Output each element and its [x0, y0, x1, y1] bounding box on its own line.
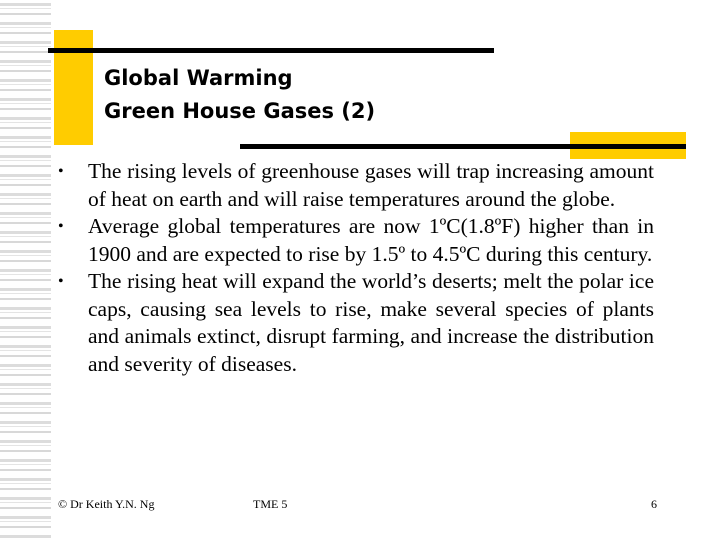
bullet-item: • Average global temperatures are now 1º…: [58, 213, 654, 268]
bullet-text: Average global temperatures are now 1ºC(…: [88, 214, 654, 266]
left-decorative-stripe: [0, 0, 51, 540]
bottom-title-rule: [240, 144, 686, 149]
bullet-item: • The rising heat will expand the world’…: [58, 268, 654, 378]
slide-title: Global Warming Green House Gases (2): [104, 62, 375, 128]
bullet-icon: •: [58, 163, 64, 180]
bullet-text: The rising levels of greenhouse gases wi…: [88, 159, 654, 211]
top-title-rule: [48, 48, 494, 53]
bullet-list: • The rising levels of greenhouse gases …: [58, 158, 654, 378]
footer-page-number: 6: [651, 497, 657, 511]
footer-course: TME 5: [253, 497, 288, 511]
footer-author: © Dr Keith Y.N. Ng: [58, 497, 155, 511]
slide-title-line-1: Global Warming: [104, 66, 293, 90]
bullet-text: The rising heat will expand the world’s …: [88, 269, 654, 376]
bullet-icon: •: [58, 218, 64, 235]
bullet-icon: •: [58, 273, 64, 290]
bullet-item: • The rising levels of greenhouse gases …: [58, 158, 654, 213]
slide-title-line-2: Green House Gases (2): [104, 99, 376, 123]
